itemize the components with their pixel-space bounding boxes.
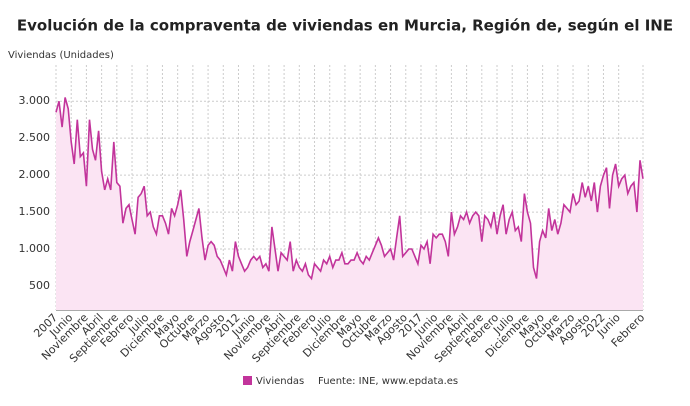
area-fill [56,97,643,310]
y-tick-label: 2.500 [19,131,51,144]
y-tick-label: 2.000 [19,168,51,181]
y-tick-label: 3.000 [19,94,51,107]
y-axis-label: Viviendas (Unidades) [8,50,114,61]
legend-swatch [243,376,252,385]
legend-label: Viviendas [256,376,304,387]
source-note: Fuente: INE, www.epdata.es [318,376,458,387]
line [55,97,644,281]
y-tick-label: 1.000 [19,242,51,255]
y-tick-label: 1.500 [19,205,51,218]
y-tick-label: 500 [29,279,50,292]
chart-title: Evolución de la compraventa de viviendas… [17,17,673,35]
